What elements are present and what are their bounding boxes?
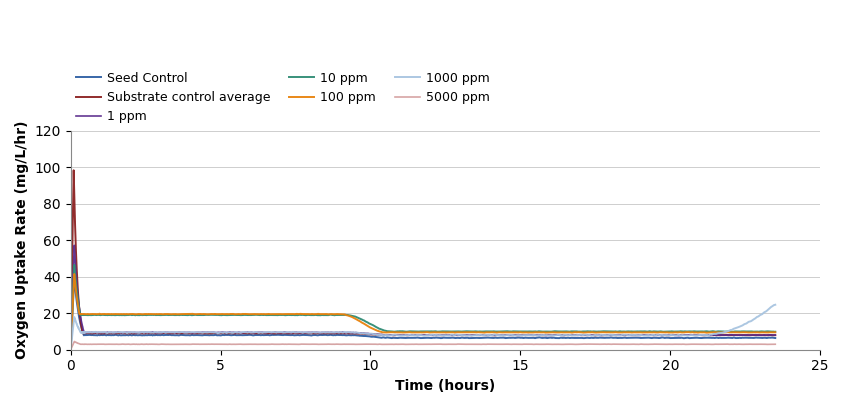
Y-axis label: Oxygen Uptake Rate (mg/L/hr): Oxygen Uptake Rate (mg/L/hr) [15,121,29,359]
Seed Control [66,346,76,351]
5000 ppm [743,342,753,347]
Substrate control average [743,333,753,338]
10 ppm [744,329,754,334]
Line: Substrate control average: Substrate control average [71,170,776,347]
Seed Control [71,291,81,296]
10 ppm [284,313,294,317]
1000 ppm [571,333,581,338]
5000 ppm [284,342,294,347]
Seed Control [69,275,79,280]
100 ppm [743,330,753,335]
Line: 5000 ppm: 5000 ppm [71,341,776,350]
100 ppm [66,346,76,351]
1000 ppm [71,319,81,324]
Substrate control average [71,245,81,250]
100 ppm [69,272,79,277]
Seed Control [305,333,315,338]
100 ppm [744,330,754,335]
Line: Seed Control: Seed Control [71,277,776,349]
100 ppm [305,312,315,317]
5000 ppm [571,342,582,347]
1000 ppm [284,330,294,335]
100 ppm [571,330,582,335]
Line: 100 ppm: 100 ppm [71,274,776,349]
Substrate control average [771,333,781,338]
10 ppm [571,329,582,334]
5000 ppm [71,340,81,345]
10 ppm [771,329,781,334]
Substrate control average [68,168,78,173]
1000 ppm [743,320,753,325]
5000 ppm [69,339,79,344]
Substrate control average [744,333,754,338]
1000 ppm [743,320,753,325]
5000 ppm [744,342,754,347]
10 ppm [71,279,81,284]
1 ppm [69,243,79,248]
10 ppm [305,313,315,317]
5000 ppm [66,347,76,352]
Line: 1 ppm: 1 ppm [71,245,776,348]
Seed Control [743,335,753,340]
1000 ppm [66,347,76,352]
10 ppm [66,346,76,351]
100 ppm [284,312,294,317]
1 ppm [71,268,81,273]
1 ppm [771,333,781,337]
Seed Control [744,335,754,340]
1 ppm [66,346,76,351]
1000 ppm [771,302,781,307]
1 ppm [305,330,315,335]
Seed Control [571,335,582,340]
10 ppm [69,262,79,267]
1 ppm [284,330,294,335]
Seed Control [284,333,294,337]
X-axis label: Time (hours): Time (hours) [395,379,495,393]
Seed Control [771,335,781,340]
Legend: Seed Control, Substrate control average, 1 ppm, 10 ppm, 100 ppm, 1000 ppm, 5000 : Seed Control, Substrate control average,… [71,67,495,129]
10 ppm [743,329,753,334]
1000 ppm [305,330,315,335]
Substrate control average [66,345,76,350]
5000 ppm [305,342,315,347]
1 ppm [571,333,582,338]
1 ppm [743,333,753,337]
Substrate control average [571,333,582,337]
Line: 1000 ppm: 1000 ppm [71,305,776,349]
Line: 10 ppm: 10 ppm [71,265,776,348]
100 ppm [771,330,781,335]
5000 ppm [771,342,781,347]
1 ppm [744,333,754,337]
100 ppm [71,286,81,291]
Substrate control average [305,331,315,336]
Substrate control average [284,331,294,336]
